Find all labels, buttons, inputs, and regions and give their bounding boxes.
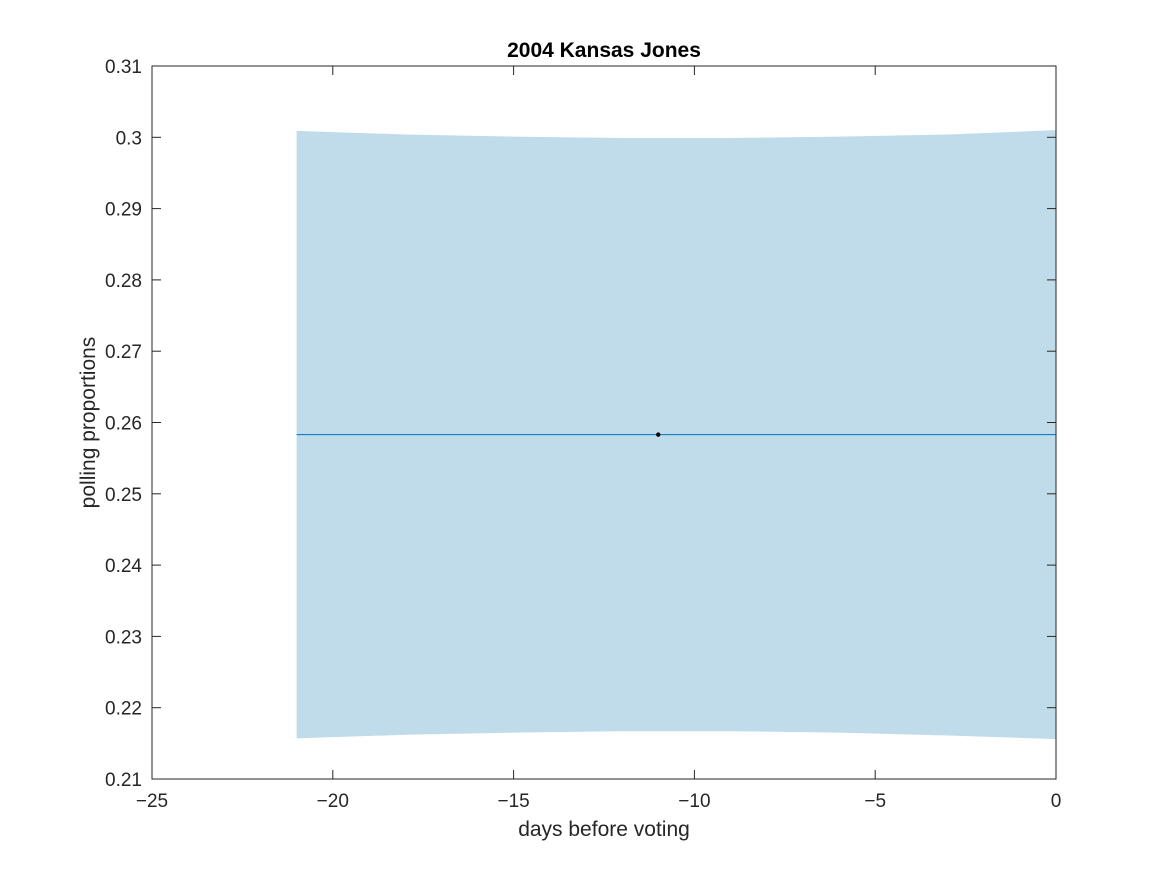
x-tick-label: −20 <box>317 791 349 812</box>
x-tick-label: −15 <box>497 791 529 812</box>
y-tick-label: 0.31 <box>105 57 142 78</box>
y-axis-label: polling proportions <box>77 337 100 509</box>
x-tick-label: −25 <box>136 791 168 812</box>
data-points <box>656 432 661 437</box>
y-tick-label: 0.23 <box>105 627 142 648</box>
y-axis: 0.21 0.22 0.23 0.24 0.25 0.26 0.27 0.28 0.29 0.3 0… <box>105 57 1056 791</box>
y-tick-label: 0.29 <box>105 200 142 221</box>
y-tick-label: 0.24 <box>105 556 142 577</box>
data-point <box>656 432 661 437</box>
y-tick-label: 0.21 <box>105 770 142 791</box>
y-tick-label: 0.28 <box>105 271 142 292</box>
x-tick-label: −5 <box>864 791 886 812</box>
chart-title: 2004 Kansas Jones <box>507 39 701 62</box>
y-tick-label: 0.27 <box>105 342 142 363</box>
x-tick-label: 0 <box>1051 791 1062 812</box>
y-tick-label: 0.25 <box>105 485 142 506</box>
y-tick-label: 0.22 <box>105 699 142 720</box>
x-tick-label: −10 <box>678 791 710 812</box>
x-axis: −25 −20 −15 −10 −5 0 <box>136 66 1061 812</box>
y-tick-label: 0.3 <box>116 128 142 149</box>
x-axis-label: days before voting <box>518 818 690 841</box>
y-tick-label: 0.26 <box>105 414 142 435</box>
plot-area <box>296 130 1056 740</box>
